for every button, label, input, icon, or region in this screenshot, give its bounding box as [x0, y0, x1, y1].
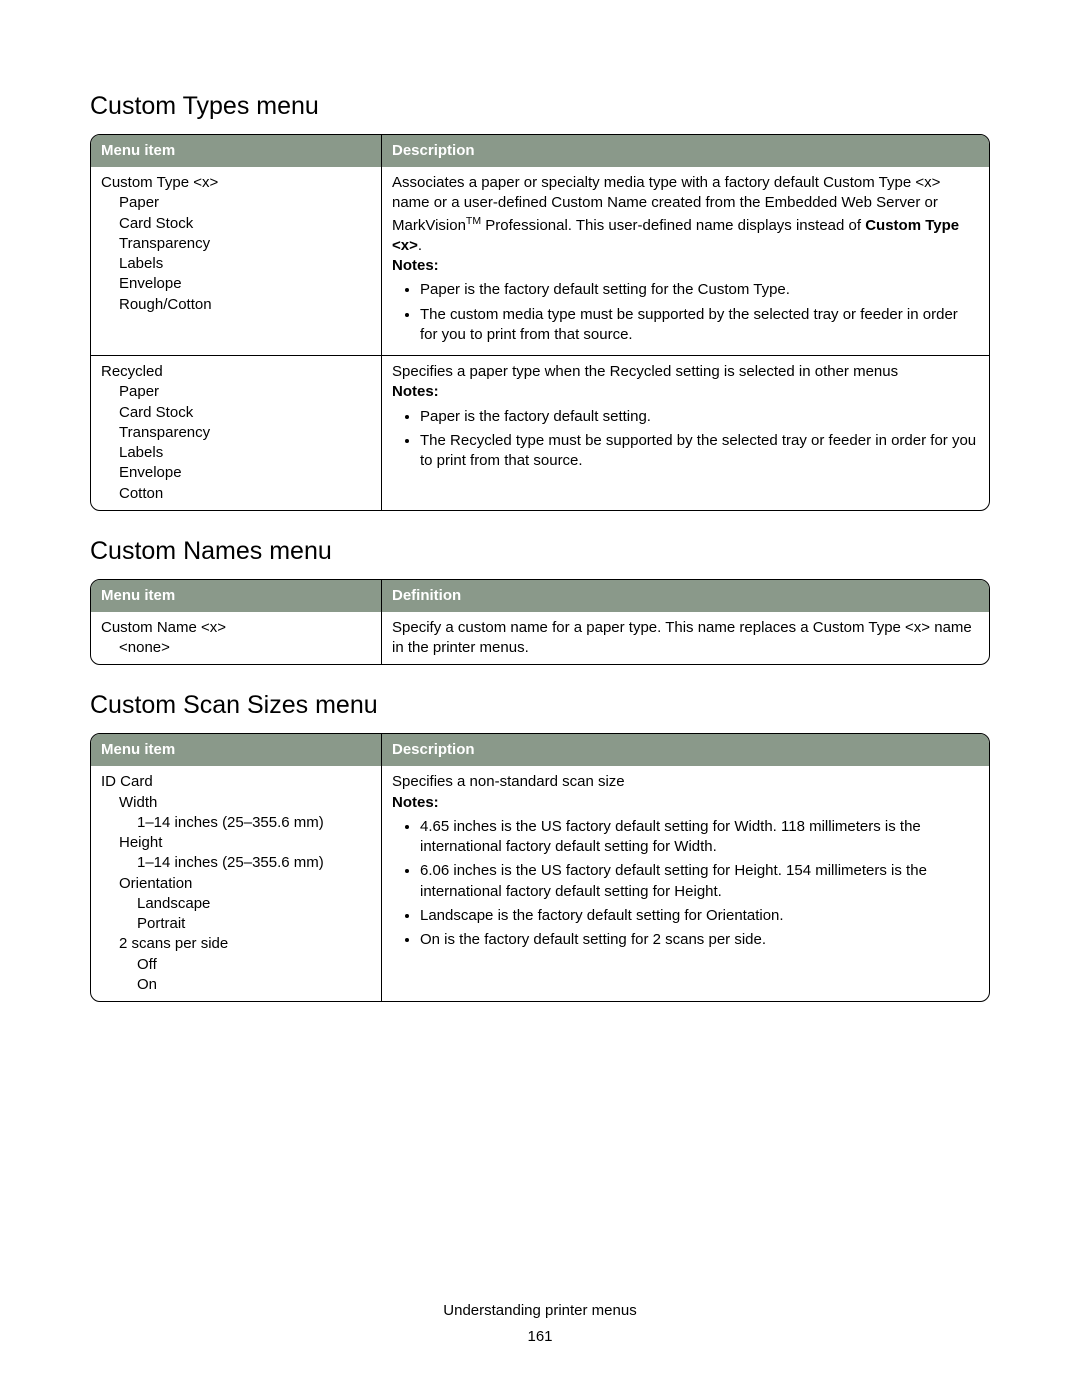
menu-option: Card Stock: [101, 214, 371, 234]
note-item: The custom media type must be supported …: [420, 305, 979, 346]
page: Custom Types menu Menu item Description …: [0, 0, 1080, 1397]
description-text: Associates a paper or specialty media ty…: [392, 173, 979, 256]
text: Custom Type <x>: [823, 174, 940, 191]
menu-item-cell: Recycled Paper Card Stock Transparency L…: [91, 355, 381, 510]
header-menu-item: Menu item: [91, 580, 381, 612]
menu-option: <none>: [101, 638, 371, 658]
notes-label: Notes:: [392, 793, 979, 813]
menu-option: 2 scans per side: [101, 934, 371, 954]
menu-option: Labels: [101, 254, 371, 274]
header-menu-item: Menu item: [91, 734, 381, 766]
custom-names-table: Menu item Definition Custom Name <x> <no…: [90, 579, 990, 666]
description-cell: Specifies a paper type when the Recycled…: [381, 355, 989, 510]
custom-types-heading: Custom Types menu: [90, 90, 990, 124]
custom-types-table: Menu item Description Custom Type <x> Pa…: [90, 134, 990, 511]
menu-item-cell: Custom Type <x> Paper Card Stock Transpa…: [91, 167, 381, 355]
menu-option: Labels: [101, 443, 371, 463]
note-item: Paper is the factory default setting for…: [420, 280, 979, 300]
description-cell: Specify a custom name for a paper type. …: [381, 612, 989, 665]
note-item: Landscape is the factory default setting…: [420, 906, 979, 926]
notes-list: Paper is the factory default setting for…: [392, 280, 979, 345]
menu-suboption: 1–14 inches (25–355.6 mm): [101, 853, 371, 873]
custom-names-heading: Custom Names menu: [90, 535, 990, 569]
menu-option: Cotton: [101, 484, 371, 504]
header-menu-item: Menu item: [91, 135, 381, 167]
menu-option: Card Stock: [101, 403, 371, 423]
menu-option: Rough/Cotton: [101, 295, 371, 315]
table-header-row: Menu item Description: [91, 135, 989, 167]
menu-option: Paper: [101, 193, 371, 213]
text: .: [418, 237, 422, 254]
header-definition: Definition: [381, 580, 989, 612]
custom-scan-table: Menu item Description ID Card Width 1–14…: [90, 733, 990, 1002]
table-header-row: Menu item Definition: [91, 580, 989, 612]
menu-suboption: Portrait: [101, 914, 371, 934]
menu-suboption: Off: [101, 955, 371, 975]
description-text: Specifies a non-standard scan size: [392, 772, 979, 792]
text: Custom Type <x>: [813, 619, 930, 636]
text: Specify a custom name for a paper type. …: [392, 619, 813, 636]
menu-item-title: ID Card: [101, 772, 371, 792]
note-item: 4.65 inches is the US factory default se…: [420, 817, 979, 858]
table-row: ID Card Width 1–14 inches (25–355.6 mm) …: [91, 766, 989, 1001]
menu-option: Orientation: [101, 874, 371, 894]
menu-option: Envelope: [101, 274, 371, 294]
description-cell: Associates a paper or specialty media ty…: [381, 167, 989, 355]
page-footer: Understanding printer menus 161: [0, 1301, 1080, 1348]
footer-text: Understanding printer menus: [0, 1301, 1080, 1321]
description-cell: Specifies a non-standard scan size Notes…: [381, 766, 989, 1001]
notes-list: 4.65 inches is the US factory default se…: [392, 817, 979, 951]
menu-item-title: Custom Type <x>: [101, 173, 371, 193]
menu-option: Transparency: [101, 423, 371, 443]
menu-option: Paper: [101, 382, 371, 402]
menu-suboption: Landscape: [101, 894, 371, 914]
notes-label: Notes:: [392, 256, 979, 276]
menu-option: Height: [101, 833, 371, 853]
description-text: Specifies a paper type when the Recycled…: [392, 362, 979, 382]
menu-item-cell: Custom Name <x> <none>: [91, 612, 381, 665]
menu-option: Envelope: [101, 463, 371, 483]
trademark: TM: [466, 215, 481, 227]
table-header-row: Menu item Description: [91, 734, 989, 766]
menu-suboption: On: [101, 975, 371, 995]
menu-item-title: Custom Name <x>: [101, 618, 371, 638]
menu-option: Width: [101, 793, 371, 813]
note-item: 6.06 inches is the US factory default se…: [420, 861, 979, 902]
note-item: The Recycled type must be supported by t…: [420, 431, 979, 472]
table-row: Custom Name <x> <none> Specify a custom …: [91, 612, 989, 665]
header-description: Description: [381, 135, 989, 167]
notes-list: Paper is the factory default setting. Th…: [392, 407, 979, 472]
menu-option: Transparency: [101, 234, 371, 254]
menu-item-title: Recycled: [101, 362, 371, 382]
custom-scan-heading: Custom Scan Sizes menu: [90, 689, 990, 723]
table-row: Recycled Paper Card Stock Transparency L…: [91, 355, 989, 510]
header-description: Description: [381, 734, 989, 766]
table-row: Custom Type <x> Paper Card Stock Transpa…: [91, 167, 989, 355]
text: Professional. This user-defined name dis…: [481, 217, 865, 234]
menu-suboption: 1–14 inches (25–355.6 mm): [101, 813, 371, 833]
notes-label: Notes:: [392, 382, 979, 402]
note-item: Paper is the factory default setting.: [420, 407, 979, 427]
page-number: 161: [0, 1327, 1080, 1347]
text: Associates a paper or specialty media ty…: [392, 174, 823, 191]
note-item: On is the factory default setting for 2 …: [420, 930, 979, 950]
menu-item-cell: ID Card Width 1–14 inches (25–355.6 mm) …: [91, 766, 381, 1001]
